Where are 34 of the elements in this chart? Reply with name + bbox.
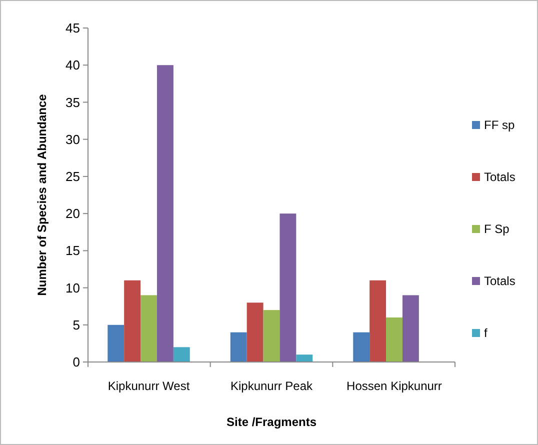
y-tick-label: 35 <box>66 94 80 110</box>
x-tick-label: Kipkunurr West <box>108 379 190 393</box>
bar <box>402 295 419 362</box>
legend-label: F Sp <box>484 222 510 236</box>
bar <box>173 347 190 362</box>
y-tick-label: 15 <box>66 243 80 258</box>
y-tick-label: 45 <box>66 20 80 36</box>
bar <box>280 214 296 362</box>
bar <box>263 310 280 362</box>
x-tick-label: Kipkunurr Peak <box>230 379 314 393</box>
y-tick-label: 30 <box>66 132 80 147</box>
x-tick-label: Hossen Kipkunurr <box>346 379 442 393</box>
y-tick-label: 25 <box>66 168 80 184</box>
y-tick-label: 0 <box>72 354 80 370</box>
bar <box>386 317 402 362</box>
bar <box>246 302 264 362</box>
legend-label: f <box>484 326 488 340</box>
bar <box>108 324 124 362</box>
y-tick-label: 5 <box>72 317 80 332</box>
x-axis-title: Site /Fragments <box>226 415 317 429</box>
bar <box>370 280 386 362</box>
bar <box>296 354 313 362</box>
legend-label: Totals <box>484 274 516 288</box>
y-tick-label: 20 <box>66 206 80 222</box>
bar <box>156 65 174 362</box>
bar <box>230 332 247 362</box>
y-axis-title: Number of Species and Abundance <box>35 94 49 296</box>
bar <box>124 280 141 362</box>
bar <box>353 332 370 362</box>
y-tick-label: 40 <box>66 58 80 73</box>
bar <box>140 295 157 362</box>
legend-label: FF sp <box>484 118 515 132</box>
legend-label: Totals <box>484 170 516 184</box>
y-tick-label: 10 <box>66 280 80 296</box>
